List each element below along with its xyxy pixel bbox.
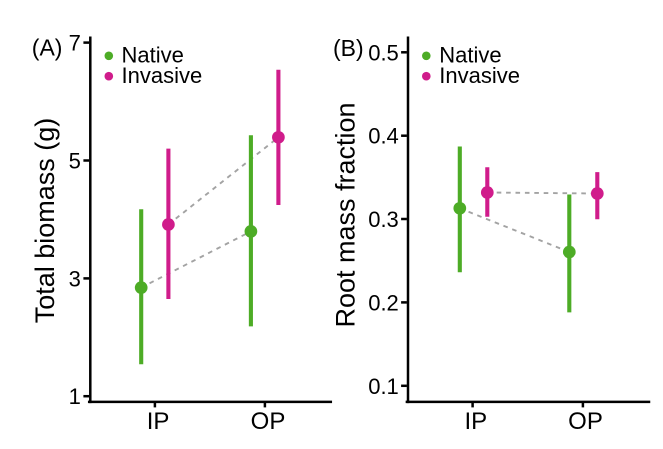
svg-text:Total biomass (g): Total biomass (g)	[30, 118, 60, 324]
svg-text:(B): (B)	[333, 35, 364, 61]
svg-text:OP: OP	[251, 408, 286, 435]
svg-text:Invasive: Invasive	[122, 63, 203, 88]
svg-text:OP: OP	[568, 408, 603, 435]
svg-text:1: 1	[69, 384, 81, 409]
svg-text:Invasive: Invasive	[439, 63, 520, 88]
svg-text:Native: Native	[122, 42, 184, 67]
svg-text:IP: IP	[464, 408, 487, 435]
svg-text:7: 7	[69, 31, 81, 56]
svg-text:3: 3	[69, 266, 81, 291]
svg-text:0.3: 0.3	[368, 207, 399, 232]
svg-text:5: 5	[69, 149, 81, 174]
svg-text:0.1: 0.1	[368, 374, 399, 399]
svg-text:(A): (A)	[32, 35, 63, 61]
svg-text:IP: IP	[147, 408, 170, 435]
svg-text:0.4: 0.4	[368, 124, 399, 149]
svg-text:Native: Native	[439, 42, 501, 67]
svg-text:0.5: 0.5	[368, 40, 399, 65]
svg-text:Root mass fraction: Root mass fraction	[331, 102, 361, 327]
svg-text:0.2: 0.2	[368, 290, 399, 315]
